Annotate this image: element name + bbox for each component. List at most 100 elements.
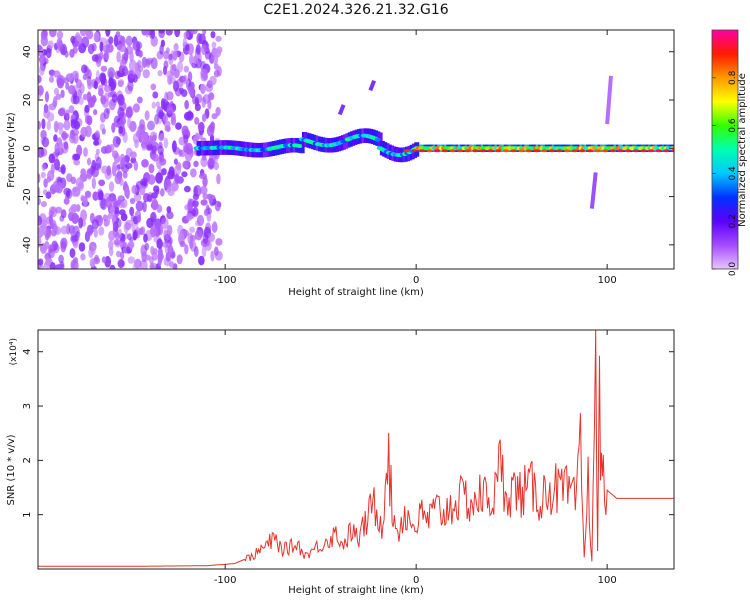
spectrogram-cell bbox=[143, 233, 148, 243]
spectrogram-cell bbox=[214, 250, 223, 261]
spectrogram-cell bbox=[38, 44, 43, 51]
spectrogram-cell bbox=[172, 80, 180, 92]
spectrogram-cell bbox=[117, 106, 125, 119]
spectrogram-cell bbox=[426, 149, 433, 153]
spectrogram-cell bbox=[202, 94, 211, 104]
spectrogram-cell bbox=[73, 159, 81, 166]
spectrogram-cell bbox=[159, 133, 165, 142]
spectrogram-cell bbox=[56, 77, 65, 89]
spectrogram-cell bbox=[55, 181, 64, 194]
spectrogram-cell bbox=[77, 181, 85, 191]
spectrogram-cell bbox=[46, 112, 55, 122]
spectrogram-cell bbox=[192, 193, 200, 201]
spectrogram-cell bbox=[71, 128, 80, 136]
spectrogram-cell bbox=[72, 95, 80, 105]
spectrogram-cell bbox=[502, 149, 509, 153]
spectrogram-x-tick-label: 100 bbox=[598, 275, 617, 286]
spectrogram-cell bbox=[176, 162, 182, 171]
spectrogram-cell bbox=[117, 94, 125, 106]
spectrogram-cell bbox=[82, 196, 88, 207]
colorbar-tick-label: 0.8 bbox=[728, 70, 738, 85]
spectrogram-cell bbox=[55, 263, 62, 269]
spectrogram-cell bbox=[116, 51, 121, 63]
spectrogram-cell bbox=[106, 165, 112, 176]
spectrogram-cell bbox=[216, 173, 221, 185]
spectrogram-cell bbox=[95, 156, 102, 169]
spectrogram-cell bbox=[157, 145, 164, 156]
spectrogram-cell bbox=[142, 69, 150, 79]
spectrogram-cell bbox=[148, 163, 155, 174]
spectrogram-cell bbox=[201, 113, 207, 122]
spectrogram-cell bbox=[655, 149, 662, 153]
spectrogram-cell bbox=[201, 43, 207, 55]
spectrogram-cell bbox=[60, 225, 68, 235]
spectrogram-cell bbox=[215, 238, 223, 246]
spectrogram-cell bbox=[118, 43, 127, 53]
spectrogram-cell bbox=[200, 72, 208, 82]
snr-x-tick-label: -100 bbox=[214, 575, 237, 586]
spectrogram-cell bbox=[124, 47, 129, 60]
spectrogram-cell bbox=[100, 65, 108, 72]
spectrogram-cell bbox=[564, 149, 571, 153]
spectrogram-cell bbox=[38, 74, 42, 84]
spectrogram-cell bbox=[38, 215, 43, 226]
spectrogram-y-tick-label: -40 bbox=[22, 237, 33, 253]
spectrogram-cell bbox=[152, 91, 159, 99]
spectrogram-cell bbox=[56, 122, 64, 130]
spectrogram-cell bbox=[200, 156, 208, 168]
spectrogram-cell bbox=[53, 87, 60, 96]
spectrogram-cell bbox=[105, 30, 111, 37]
spectrogram-cell bbox=[117, 170, 122, 181]
spectrogram-cell bbox=[105, 144, 112, 154]
spectrogram-cell bbox=[103, 108, 110, 120]
spectrogram-cell bbox=[41, 223, 47, 236]
spectrogram-cell bbox=[182, 160, 189, 169]
spectrogram-cell bbox=[411, 149, 418, 153]
spectrogram-cell bbox=[418, 149, 425, 153]
spectrogram-cells bbox=[38, 30, 674, 269]
spectrogram-cell bbox=[155, 101, 160, 108]
spectrogram-cell bbox=[150, 211, 157, 223]
spectrogram-cell bbox=[127, 256, 136, 264]
spectrogram-cell bbox=[128, 59, 137, 72]
spectrogram-cell bbox=[78, 217, 83, 229]
spectrogram-cell bbox=[90, 244, 96, 256]
spectrogram-cell bbox=[210, 31, 216, 39]
spectrogram-cell bbox=[144, 110, 150, 121]
snr-y-tick-label: 2 bbox=[22, 457, 33, 463]
spectrogram-cell bbox=[38, 146, 45, 158]
spectrogram-cell bbox=[180, 149, 186, 157]
spectrogram-cell bbox=[189, 53, 194, 66]
spectrogram-cell bbox=[648, 149, 655, 153]
spectrogram-cell bbox=[91, 54, 99, 62]
spectrogram-cell bbox=[162, 65, 168, 76]
spectrogram-cell bbox=[144, 254, 151, 261]
spectrogram-cell bbox=[76, 79, 82, 89]
spectrogram-cell bbox=[209, 75, 217, 86]
spectrogram-cell bbox=[151, 101, 157, 109]
spectrogram-cell bbox=[671, 149, 674, 153]
spectrogram-cell bbox=[196, 214, 205, 227]
figure-title: C2E1.2024.326.21.32.G16 bbox=[263, 2, 448, 18]
spectrogram-cell bbox=[93, 228, 98, 238]
spectrogram-cell bbox=[184, 185, 191, 193]
spectrogram-cell bbox=[135, 200, 144, 212]
spectrogram-cell bbox=[68, 85, 76, 95]
spectrogram-cell bbox=[129, 206, 135, 216]
spectrogram-cell bbox=[109, 205, 116, 217]
spectrogram-cell bbox=[53, 223, 58, 235]
spectrogram-cell bbox=[82, 93, 88, 101]
spectrogram-streak bbox=[337, 104, 346, 116]
spectrogram-cell bbox=[105, 216, 111, 226]
spectrogram-cell bbox=[102, 44, 111, 53]
spectrogram-cell bbox=[108, 36, 114, 45]
spectrogram-cell bbox=[141, 30, 148, 36]
spectrogram-cell bbox=[112, 221, 119, 232]
spectrogram-cell bbox=[200, 83, 206, 95]
spectrogram-cell bbox=[168, 166, 175, 177]
spectrogram-cell bbox=[217, 201, 222, 208]
spectrogram-cell bbox=[45, 258, 52, 266]
spectrogram-cell bbox=[556, 149, 563, 153]
spectrogram-y-label: Frequency (Hz) bbox=[6, 112, 17, 188]
spectrogram-cell bbox=[579, 149, 586, 153]
